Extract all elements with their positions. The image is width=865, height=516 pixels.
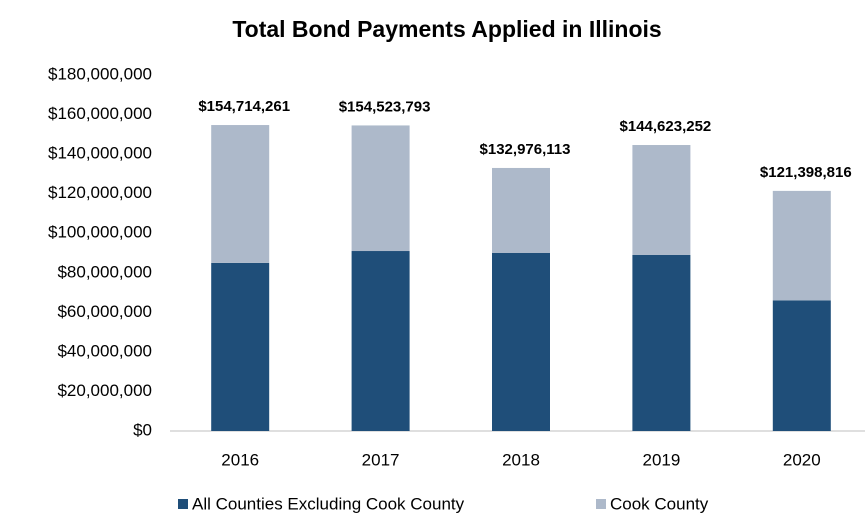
x-tick-label: 2020: [783, 450, 821, 469]
bar-segment: [351, 251, 410, 431]
bar-segment: [772, 190, 831, 301]
y-tick-label: $180,000,000: [48, 64, 152, 83]
bar-segment: [632, 145, 691, 255]
y-tick-label: $80,000,000: [57, 262, 152, 281]
total-label: $132,976,113: [480, 141, 571, 158]
y-tick-label: $60,000,000: [57, 302, 152, 321]
x-tick-label: 2018: [502, 450, 540, 469]
bar-segment: [772, 300, 831, 431]
y-tick-label: $20,000,000: [57, 381, 152, 400]
x-tick-label: 2016: [221, 450, 259, 469]
y-tick-label: $40,000,000: [57, 341, 152, 360]
y-tick-label: $140,000,000: [48, 144, 152, 163]
x-tick-label: 2019: [642, 450, 680, 469]
bar-segment: [211, 262, 270, 431]
bar-segment: [492, 167, 550, 253]
y-tick-label: $0: [133, 420, 152, 439]
bar-segment: [351, 125, 410, 252]
x-tick-label: 2017: [362, 450, 400, 469]
total-label: $154,714,261: [198, 98, 290, 115]
legend-label: All Counties Excluding Cook County: [192, 494, 465, 513]
total-label: $121,398,816: [760, 164, 852, 181]
legend-swatch: [596, 499, 606, 509]
bar-segment: [211, 125, 270, 263]
bar-segment: [632, 254, 691, 431]
y-tick-label: $120,000,000: [48, 183, 152, 202]
total-label: $144,623,252: [620, 118, 712, 135]
chart-title: Total Bond Payments Applied in Illinois: [232, 16, 661, 42]
y-tick-label: $160,000,000: [48, 104, 152, 123]
y-tick-label: $100,000,000: [48, 223, 152, 242]
total-label: $154,523,793: [339, 98, 431, 115]
legend-label: Cook County: [610, 494, 709, 513]
bar-segment: [492, 253, 550, 431]
legend-swatch: [178, 499, 188, 509]
